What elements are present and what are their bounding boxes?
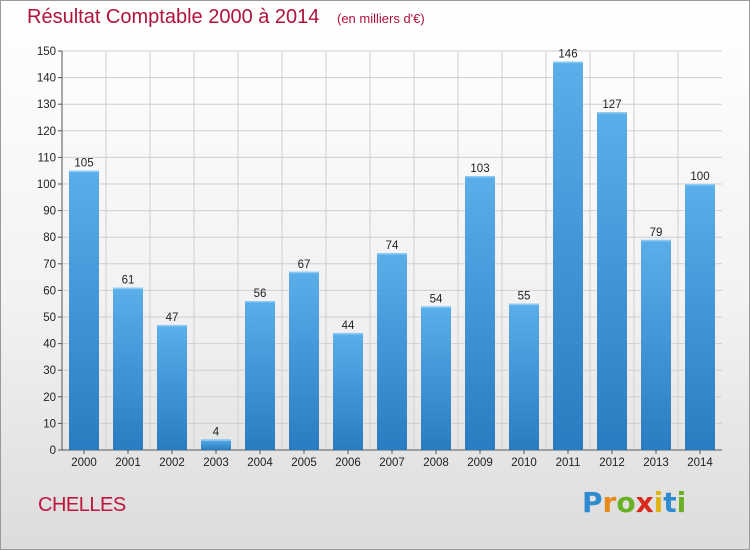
y-tick-label: 10 [43,418,56,430]
logo-letter: o [616,486,636,519]
logo-letter: i [676,486,687,519]
bar-highlight [553,61,583,64]
y-tick-label: 60 [43,285,56,297]
y-tick-label: 50 [43,312,56,324]
bar-highlight [641,239,671,242]
y-tick-label: 120 [37,126,56,138]
chart-unit: (en milliers d'€) [336,11,425,26]
x-tick-label: 2003 [203,457,229,469]
bar-2012 [597,112,627,451]
bar-highlight [377,253,407,255]
data-label-2005: 67 [298,259,311,271]
x-tick-label: 2001 [115,457,141,469]
data-label-2002: 47 [166,312,179,324]
x-tick-label: 2006 [335,457,361,469]
bar-highlight [69,170,99,173]
chart-title-text: Résultat Comptable 2000 à 2014 [27,6,320,28]
bar-2003 [201,439,231,450]
bar-2005 [289,271,319,450]
x-tick-label: 2000 [71,457,97,469]
y-tick-label: 70 [43,259,56,271]
x-tick-label: 2004 [247,457,273,469]
data-label-2009: 103 [470,163,489,175]
x-tick-label: 2002 [159,457,185,469]
bar-2001 [113,287,143,450]
bar-highlight [685,184,715,186]
data-label-2011: 146 [558,49,577,61]
x-tick-label: 2013 [643,457,669,469]
bar-2010 [509,303,539,450]
data-label-2007: 74 [386,240,399,252]
y-tick-label: 150 [37,46,56,58]
data-label-2004: 56 [254,288,267,300]
x-tick-label: 2007 [379,457,405,469]
bars: 105 61 47 4 56 67 44 74 54 103 55 146 127 79 100 [69,49,715,451]
data-label-2010: 55 [518,291,531,303]
bar-highlight [245,301,275,303]
proxiti-logo: Proxiti [582,486,686,519]
y-tick-label: 130 [37,99,56,111]
data-label-2012: 127 [602,99,621,111]
bar-2009 [465,176,495,450]
bar-highlight [333,332,363,335]
bar-2011 [553,61,583,450]
bar-highlight [465,176,495,178]
y-tick-label: 40 [43,339,56,351]
bar-2006 [333,332,363,450]
bar-2004 [245,301,275,450]
logo-letter: i [653,486,664,519]
logo-letter: t [663,486,677,519]
bar-highlight [201,439,231,441]
chart-title: Résultat Comptable 2000 à 2014 (en milli… [27,6,425,29]
y-tick-label: 20 [43,392,56,404]
bar-2000 [69,170,99,450]
y-tick-label: 140 [37,73,56,85]
y-tick-label: 30 [43,365,56,377]
logo-letter: P [582,486,603,519]
data-label-2014: 100 [690,171,709,183]
data-label-2000: 105 [74,158,93,170]
x-tick-label: 2010 [511,457,537,469]
x-tick-label: 2014 [687,457,713,469]
data-label-2008: 54 [430,293,443,305]
data-label-2001: 61 [122,275,135,287]
y-tick-label: 0 [50,445,56,457]
bar-highlight [597,112,627,114]
logo-letter: x [635,486,654,519]
bar-2002 [157,324,187,450]
data-label-2013: 79 [650,227,663,239]
y-tick-label: 90 [43,206,56,218]
bar-highlight [157,324,187,327]
bar-highlight [509,303,539,306]
y-tick-label: 110 [38,152,56,164]
x-tick-label: 2011 [556,457,581,469]
y-tick-label: 100 [37,179,56,191]
bar-2007 [377,253,407,450]
x-tick-label: 2012 [599,457,625,469]
bar-2008 [421,306,451,450]
x-tick-label: 2005 [291,457,317,469]
data-label-2003: 4 [213,426,220,438]
bar-highlight [289,271,319,274]
x-tick-label: 2009 [467,457,493,469]
bar-2014 [685,184,715,450]
x-tick-label: 2008 [423,457,449,469]
logo-letter: r [602,486,617,519]
bar-highlight [113,287,143,290]
y-tick-label: 80 [43,232,56,244]
city-name: CHELLES [38,494,126,516]
bar-highlight [421,306,451,308]
axes: 0 10 20 30 40 50 60 70 80 90 100 110 120 130 140 150 200… [37,46,722,469]
data-label-2006: 44 [342,320,355,332]
bar-2013 [641,239,671,450]
